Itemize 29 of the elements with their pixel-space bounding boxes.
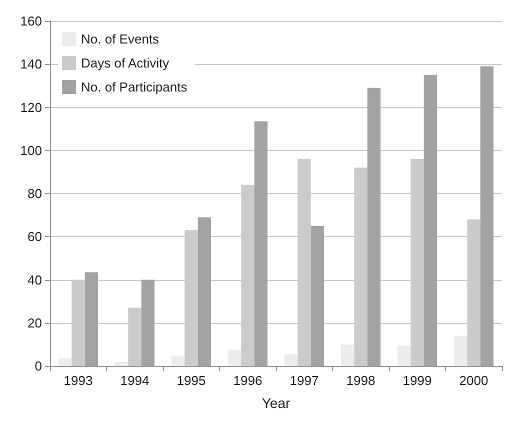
- x-axis-title: Year: [262, 395, 290, 411]
- x-tick-label: 1994: [120, 373, 150, 388]
- bar: [114, 362, 128, 366]
- x-tick-label: 1999: [402, 373, 432, 388]
- legend-label: Days of Activity: [81, 56, 170, 70]
- y-tick-label: 160: [20, 14, 42, 28]
- x-tick-label: 1995: [176, 373, 206, 388]
- legend-label: No. of Participants: [81, 80, 188, 94]
- x-tick-label: 1993: [64, 373, 93, 388]
- y-tick-label: 100: [20, 142, 42, 158]
- y-tick-label: 120: [20, 100, 42, 115]
- bar: [228, 350, 242, 366]
- legend-label: No. of Events: [81, 32, 160, 46]
- bar: [397, 346, 411, 366]
- x-tick-label: 1997: [290, 373, 319, 388]
- y-tick-label: 80: [28, 186, 42, 201]
- y-tick-label: 40: [28, 272, 42, 288]
- y-tick-label: 60: [28, 229, 42, 244]
- bar: [454, 336, 468, 366]
- x-tick-label: 2000: [459, 373, 488, 388]
- bar: [284, 354, 298, 366]
- bar: [340, 344, 354, 366]
- y-tick-label: 0: [34, 358, 42, 374]
- bar: [58, 358, 72, 366]
- y-tick-label: 20: [28, 315, 42, 330]
- x-tick-label: 1996: [233, 373, 262, 388]
- y-tick-label: 140: [20, 56, 42, 72]
- x-tick-label: 1998: [346, 373, 376, 388]
- bar: [171, 356, 185, 366]
